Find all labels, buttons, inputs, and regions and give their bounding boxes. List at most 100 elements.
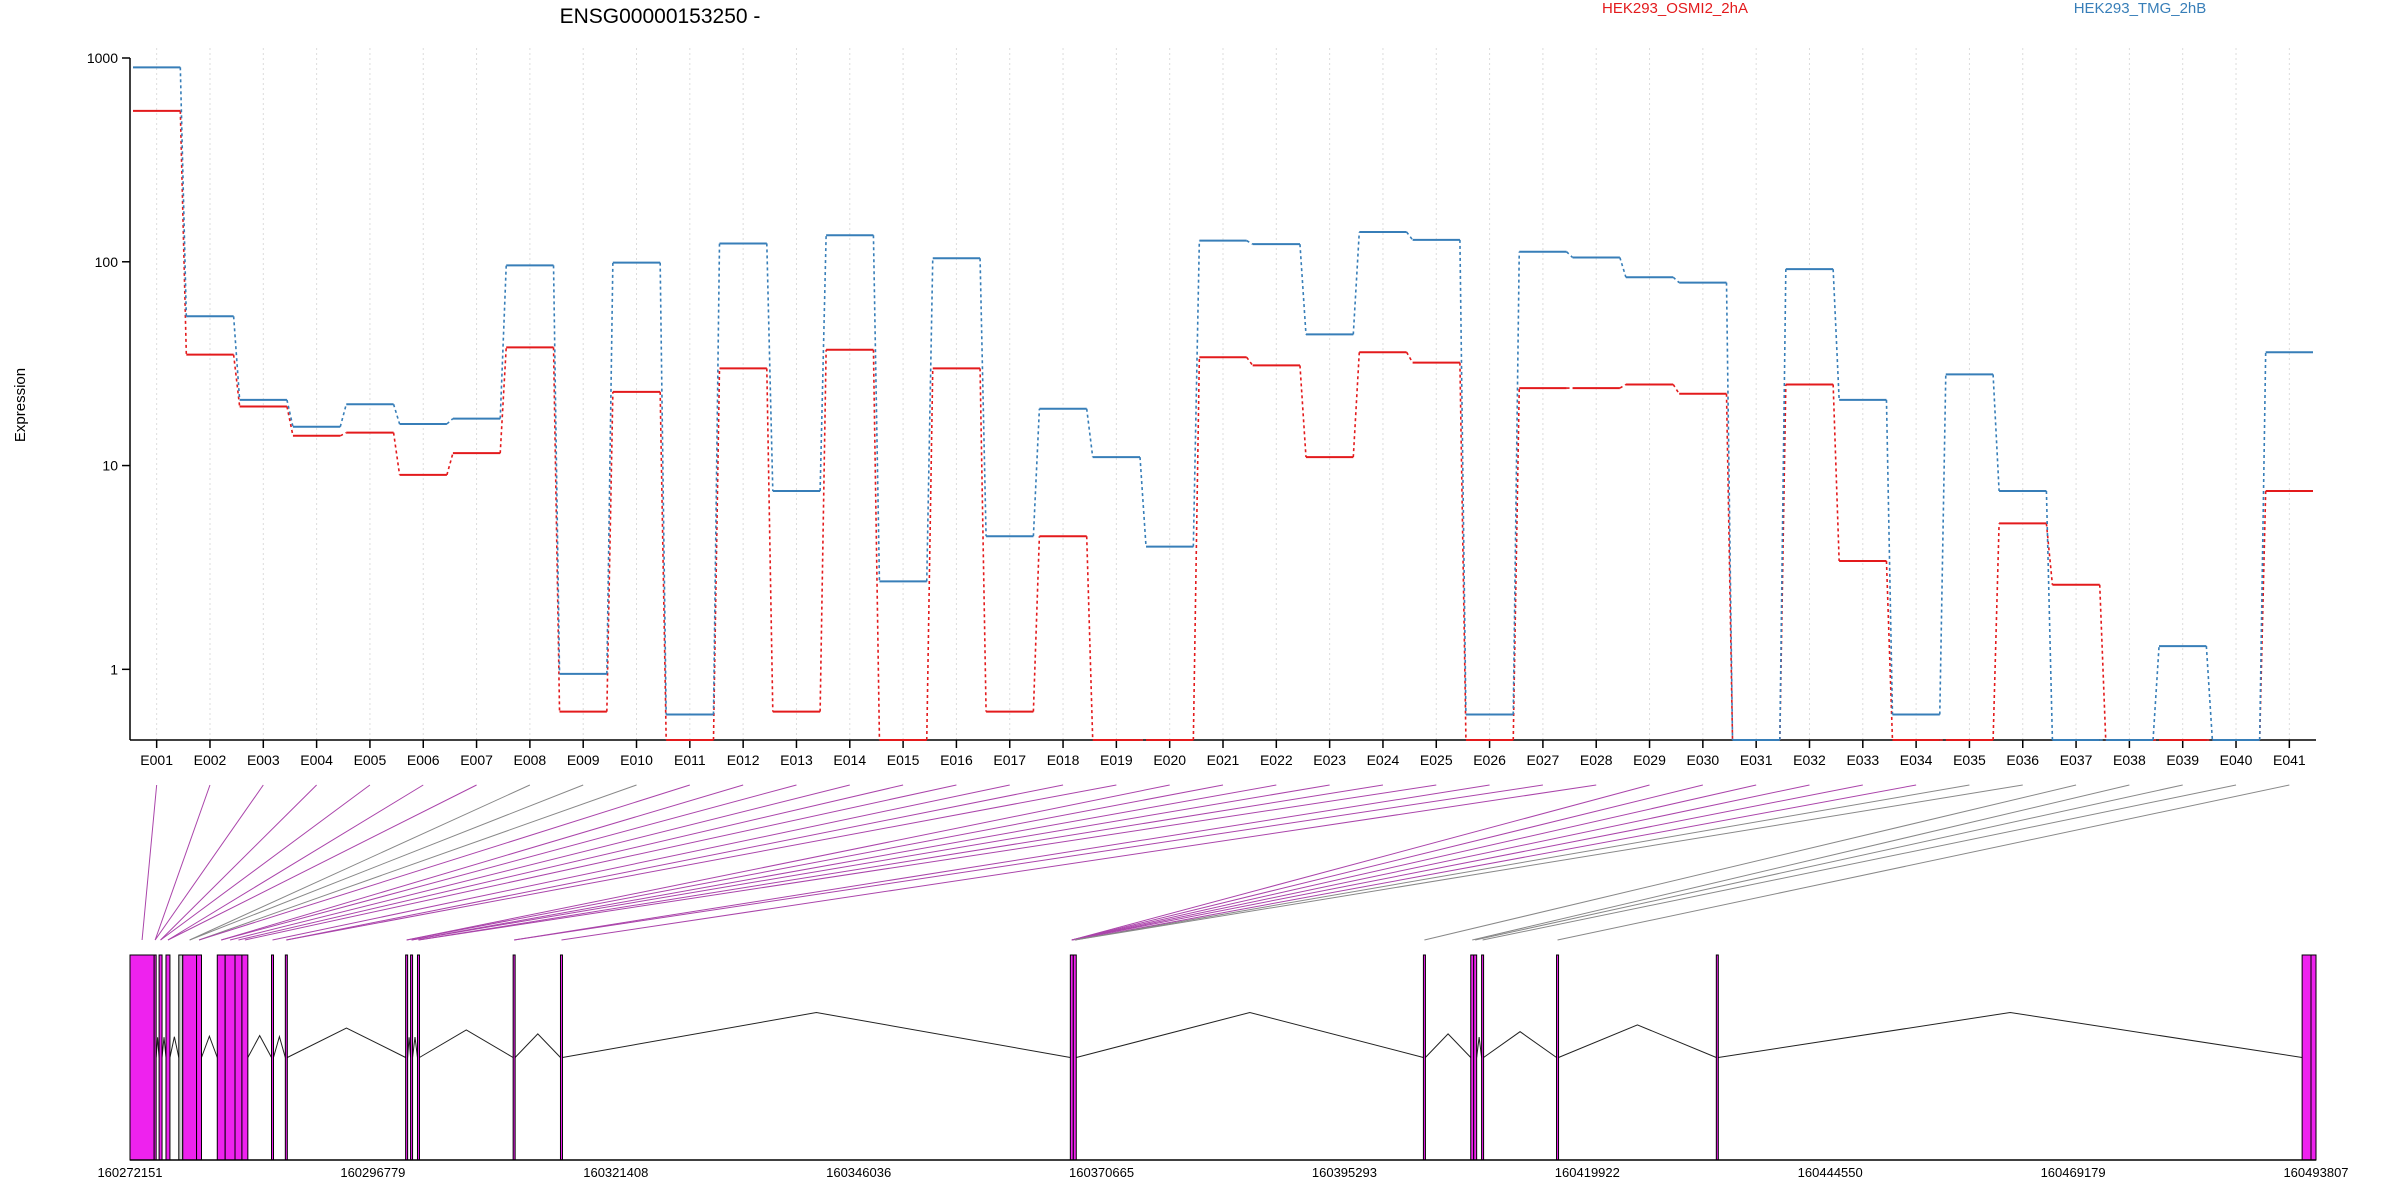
series-b-connector <box>766 243 774 492</box>
series-b-connector <box>286 399 294 427</box>
intron <box>562 1011 1071 1058</box>
x-tick-label: E003 <box>247 752 280 768</box>
intron <box>1076 1011 1424 1058</box>
intron <box>1476 1037 1483 1058</box>
x-tick-label: E027 <box>1527 752 1560 768</box>
x-tick-label: E035 <box>1953 752 1986 768</box>
series-b-connector <box>2045 490 2054 741</box>
exon-link <box>514 784 1490 941</box>
exon-box <box>1556 954 1560 1161</box>
x-tick-label: E041 <box>2273 752 2306 768</box>
x-tick-label: E006 <box>407 752 440 768</box>
series-a-connector <box>552 347 561 712</box>
exon-link <box>1472 784 2130 941</box>
exon-link <box>1074 784 1917 941</box>
series-b-connector <box>1992 374 2000 492</box>
x-tick-label: E026 <box>1473 752 1506 768</box>
series-b-connector <box>1619 257 1627 278</box>
x-tick-label: E023 <box>1313 752 1346 768</box>
exon-box <box>129 954 155 1161</box>
exon-box <box>2310 954 2317 1161</box>
x-tick-label: E039 <box>2166 752 2199 768</box>
x-tick-label: E015 <box>887 752 920 768</box>
exon-link <box>406 784 1170 941</box>
x-tick-label: E011 <box>674 752 706 768</box>
exon-link <box>229 784 850 941</box>
intron <box>1558 1024 1717 1058</box>
x-tick-label: E040 <box>2220 752 2253 768</box>
series-a-connector <box>1512 388 1521 741</box>
x-tick-label: E016 <box>940 752 973 768</box>
y-tick-label: 1000 <box>87 50 118 66</box>
exon-box <box>1473 954 1478 1161</box>
series-a-connector <box>659 391 667 741</box>
intron <box>247 1034 272 1058</box>
series-a-connector <box>1085 536 1094 741</box>
x-tick-label: E022 <box>1260 752 1293 768</box>
x-tick-label: E033 <box>1846 752 1879 768</box>
x-tick-label: E002 <box>194 752 227 768</box>
intron <box>1718 1011 2303 1058</box>
exon-links <box>141 784 2290 941</box>
exon-link <box>1071 784 1863 941</box>
series-a-connector <box>179 110 188 355</box>
exon-link <box>238 784 904 941</box>
series-a-connector <box>1619 383 1627 389</box>
exon-link <box>411 784 1277 941</box>
exon-box <box>1072 954 1077 1161</box>
series-b-connector <box>499 265 508 419</box>
series-a-connector <box>286 406 294 436</box>
exon-box <box>405 954 409 1161</box>
x-tick-label: E013 <box>780 752 813 768</box>
x-tick-label: E019 <box>1100 752 1133 768</box>
series-b-connector <box>1566 251 1574 259</box>
x-tick-label: E028 <box>1580 752 1613 768</box>
intron <box>1483 1031 1557 1058</box>
genome-coord-label: 160444550 <box>1798 1165 1863 1180</box>
exon-box <box>178 954 184 1161</box>
exon-link <box>1475 784 2183 941</box>
series-a-connector <box>766 368 774 712</box>
series-a-connector <box>1032 536 1041 712</box>
exon-link <box>141 784 158 941</box>
series-b-connector <box>979 258 987 537</box>
genome-coord-label: 160272151 <box>97 1165 162 1180</box>
exon-link <box>406 784 1224 941</box>
exon-box <box>182 954 198 1161</box>
exon-link <box>160 784 317 941</box>
x-tick-label: E038 <box>2113 752 2146 768</box>
exon-link <box>167 784 424 941</box>
series-a-connector <box>1299 365 1307 458</box>
series-a-connector <box>819 349 827 712</box>
series-a-connector <box>2098 584 2107 741</box>
series-b-connector <box>552 265 561 674</box>
x-tick-label: E018 <box>1047 752 1080 768</box>
series-b-connector <box>872 235 881 582</box>
exon-box <box>559 954 563 1161</box>
exon-box <box>512 954 516 1161</box>
x-tick-label: E012 <box>727 752 760 768</box>
genome-coord-label: 160370665 <box>1069 1165 1134 1180</box>
series-b-connector <box>819 235 827 492</box>
x-tick-label: E021 <box>1207 752 1240 768</box>
series-a-connector <box>1405 351 1414 364</box>
series-b-connector <box>1192 240 1201 547</box>
x-tick-label: E032 <box>1793 752 1826 768</box>
exon-box <box>165 954 171 1161</box>
exon-link <box>411 784 1330 941</box>
exon-link <box>221 784 797 941</box>
series-a-connector <box>979 368 987 712</box>
series-b-connector <box>1832 269 1840 400</box>
series-b-connector <box>1032 408 1041 537</box>
legend-sample-a: HEK293_OSMI2_2hA <box>1602 0 1748 17</box>
series-a-connector <box>1352 352 1361 458</box>
genome-axis: 160272151 160296779 160321408 160346036 1603… <box>97 1159 2349 1180</box>
exon-box <box>410 954 414 1161</box>
series-lines <box>133 66 2313 741</box>
exon-link <box>561 784 1597 941</box>
series-b-connector <box>339 404 348 427</box>
exon-box <box>416 954 420 1161</box>
x-tick-label: E010 <box>620 752 653 768</box>
intron <box>273 1034 286 1058</box>
